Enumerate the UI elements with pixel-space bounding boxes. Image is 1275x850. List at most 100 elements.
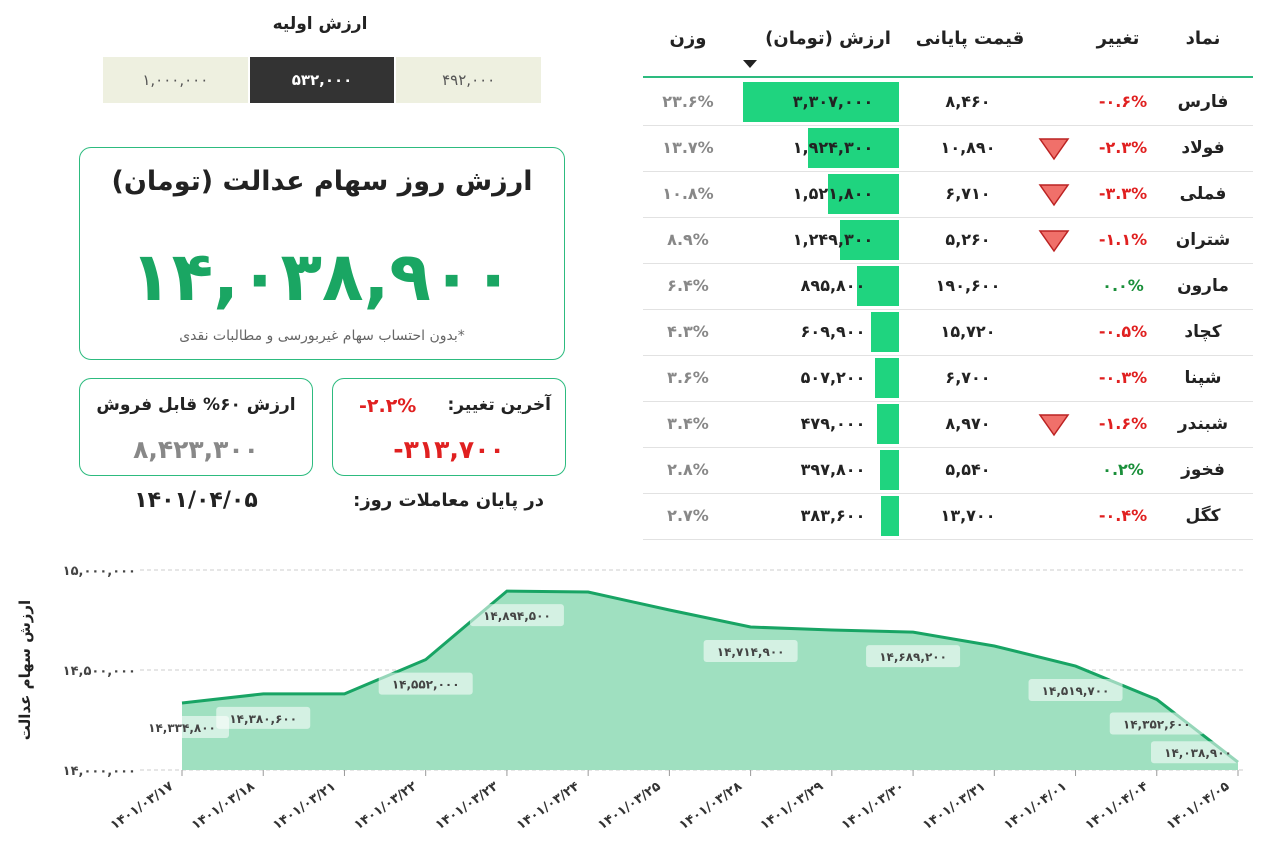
row-change: -۰.۵% (1098, 322, 1148, 341)
row-value-bar (840, 220, 899, 260)
x-tick-label: ۱۴۰۱/۰۴/۰۴ (1083, 779, 1151, 833)
table-row[interactable]: کچاد -۰.۵% ۱۵,۷۲۰ ۶۰۹,۹۰۰ ۴.۳% (643, 309, 1253, 356)
data-label: ۱۴,۳۵۲,۶۰۰ (1123, 717, 1191, 731)
table-row[interactable]: مارون ۰.۰% ۱۹۰,۶۰۰ ۸۹۵,۸۰۰ ۶.۴% (643, 263, 1253, 310)
header-final-price[interactable]: قیمت پایانی (915, 28, 1025, 49)
daily-value-note: *بدون احتساب سهام غیربورسی و مطالبات نقد… (179, 328, 465, 344)
data-label-box (469, 604, 564, 627)
data-label: ۱۴,۷۱۴,۹۰۰ (717, 645, 785, 659)
data-label-box (216, 706, 311, 729)
data-label: ۱۴,۵۵۲,۰۰۰ (392, 678, 460, 692)
initial-value-option-492000[interactable]: ۴۹۲,۰۰۰ (396, 57, 542, 103)
row-final-price: ۸,۹۷۰ (945, 414, 991, 433)
data-label: ۱۴,۵۱۹,۷۰۰ (1042, 684, 1110, 698)
header-change[interactable]: تغییر (1096, 28, 1140, 49)
table-row[interactable]: فولاد -۲.۳% ۱۰,۸۹۰ ۱,۹۲۴,۳۰۰ ۱۳.۷% (643, 125, 1253, 172)
row-value: ۳۹۷,۸۰۰ (743, 447, 899, 493)
row-value: ۳,۳۰۷,۰۰۰ (743, 79, 899, 125)
down-triangle-icon (1035, 217, 1073, 263)
data-label-box (703, 640, 798, 663)
header-value[interactable]: ارزش (تومان) (765, 28, 891, 49)
data-label: ۱۴,۳۳۴,۸۰۰ (148, 721, 216, 735)
data-label: ۱۴,۶۸۹,۲۰۰ (879, 650, 947, 664)
row-value: ۵۰۷,۲۰۰ (743, 355, 899, 401)
table-row[interactable]: شبندر -۱.۶% ۸,۹۷۰ ۴۷۹,۰۰۰ ۳.۴% (643, 401, 1253, 448)
row-weight: ۳.۴% (667, 414, 709, 433)
initial-value-option-532000[interactable]: ۵۳۲,۰۰۰ (249, 57, 395, 103)
row-final-price: ۶,۷۱۰ (945, 184, 991, 203)
last-change-amount: -۳۱۳,۷۰۰ (393, 435, 505, 464)
sort-desc-icon[interactable] (743, 60, 757, 68)
daily-value-amount: ۱۴,۰۳۸,۹۰۰ (130, 238, 514, 317)
table-row[interactable]: شپنا -۰.۳% ۶,۷۰۰ ۵۰۷,۲۰۰ ۳.۶% (643, 355, 1253, 402)
row-value-bar (880, 450, 899, 490)
row-value: ۴۷۹,۰۰۰ (743, 401, 899, 447)
row-symbol: شپنا (1184, 368, 1222, 388)
initial-value-option-1000000[interactable]: ۱,۰۰۰,۰۰۰ (103, 57, 248, 103)
row-change: -۳.۳% (1098, 184, 1148, 203)
x-tick-label: ۱۴۰۱/۰۳/۲۱ (270, 779, 338, 833)
table-row[interactable]: کگل -۰.۴% ۱۳,۷۰۰ ۳۸۳,۶۰۰ ۲.۷% (643, 493, 1253, 540)
daily-value-title: ارزش روز سهام عدالت (تومان) (111, 166, 533, 197)
row-value-text: ۴۷۹,۰۰۰ (800, 414, 866, 433)
series-area (182, 591, 1238, 770)
row-weight: ۴.۳% (667, 322, 709, 341)
row-value-text: ۸۹۵,۸۰۰ (800, 276, 866, 295)
row-value-bar (871, 312, 899, 352)
table-row[interactable]: شتران -۱.۱% ۵,۲۶۰ ۱,۲۴۹,۳۰۰ ۸.۹% (643, 217, 1253, 264)
row-value-bar (743, 82, 899, 122)
data-label-box (378, 672, 473, 695)
x-tick-label: ۱۴۰۱/۰۳/۳۱ (920, 779, 988, 833)
row-change: ۰.۲% (1102, 460, 1144, 479)
last-change-label: آخرین تغییر: (447, 395, 552, 415)
x-tick-label: ۱۴۰۱/۰۳/۲۴ (514, 779, 582, 833)
row-value: ۱,۵۲۱,۸۰۰ (743, 171, 899, 217)
row-value-bar (877, 404, 899, 444)
series-line (181, 589, 1239, 764)
row-value-text: ۱,۲۴۹,۳۰۰ (792, 230, 874, 249)
table-row[interactable]: فخوز ۰.۲% ۵,۵۴۰ ۳۹۷,۸۰۰ ۲.۸% (643, 447, 1253, 494)
table-row[interactable]: فملی -۳.۳% ۶,۷۱۰ ۱,۵۲۱,۸۰۰ ۱۰.۸% (643, 171, 1253, 218)
y-tick-label: ۱۴,۵۰۰,۰۰۰ (63, 664, 136, 679)
data-label-box (1151, 741, 1245, 764)
row-value-text: ۶۰۹,۹۰۰ (800, 322, 866, 341)
row-symbol: مارون (1177, 276, 1229, 296)
last-change-card: آخرین تغییر: -۲.۲% -۳۱۳,۷۰۰ (332, 378, 566, 476)
row-symbol: فملی (1179, 184, 1227, 204)
data-label: ۱۴,۰۳۸,۹۰۰ (1164, 746, 1232, 760)
row-symbol: فارس (1177, 92, 1229, 112)
data-label: ۱۴,۳۸۰,۶۰۰ (229, 712, 297, 726)
row-value-text: ۱,۹۲۴,۳۰۰ (792, 138, 874, 157)
x-tick-label: ۱۴۰۱/۰۳/۲۸ (677, 779, 745, 833)
data-label-box (1028, 679, 1123, 702)
x-tick-label: ۱۴۰۱/۰۳/۱۷ (108, 779, 176, 833)
header-symbol[interactable]: نماد (1185, 28, 1221, 49)
row-change: -۰.۶% (1098, 92, 1148, 111)
row-final-price: ۵,۵۴۰ (945, 460, 991, 479)
row-weight: ۲.۷% (667, 506, 709, 525)
x-tick-label: ۱۴۰۱/۰۳/۳۰ (839, 779, 907, 833)
x-tick-label: ۱۴۰۱/۰۳/۲۹ (758, 779, 826, 833)
table-row[interactable]: فارس -۰.۶% ۸,۴۶۰ ۳,۳۰۷,۰۰۰ ۲۳.۶% (643, 79, 1253, 126)
row-value-text: ۳۹۷,۸۰۰ (800, 460, 866, 479)
row-change: -۰.۳% (1098, 368, 1148, 387)
sellable-value-card: ارزش ۶۰% قابل فروش ۸,۴۲۳,۳۰۰ (79, 378, 313, 476)
row-symbol: فولاد (1181, 138, 1225, 158)
y-axis-label: ارزش سهام عدالت (16, 600, 34, 740)
row-change: ۰.۰% (1102, 276, 1144, 295)
row-weight: ۳.۶% (667, 368, 709, 387)
sellable-value-label: ارزش ۶۰% قابل فروش (96, 395, 296, 415)
header-weight[interactable]: وزن (669, 28, 707, 49)
down-triangle-icon (1035, 125, 1073, 171)
row-final-price: ۱۰,۸۹۰ (940, 138, 996, 157)
row-value-bar (881, 496, 899, 536)
y-tick-label: ۱۴,۰۰۰,۰۰۰ (63, 764, 136, 779)
data-label-box (135, 716, 229, 739)
row-weight: ۱۳.۷% (662, 138, 714, 157)
x-tick-label: ۱۴۰۱/۰۳/۲۲ (352, 779, 420, 833)
row-change: -۲.۳% (1098, 138, 1148, 157)
row-final-price: ۵,۲۶۰ (945, 230, 991, 249)
down-triangle-icon (1035, 171, 1073, 217)
data-label-box (866, 645, 961, 668)
initial-value-label: ارزش اولیه (272, 14, 368, 34)
